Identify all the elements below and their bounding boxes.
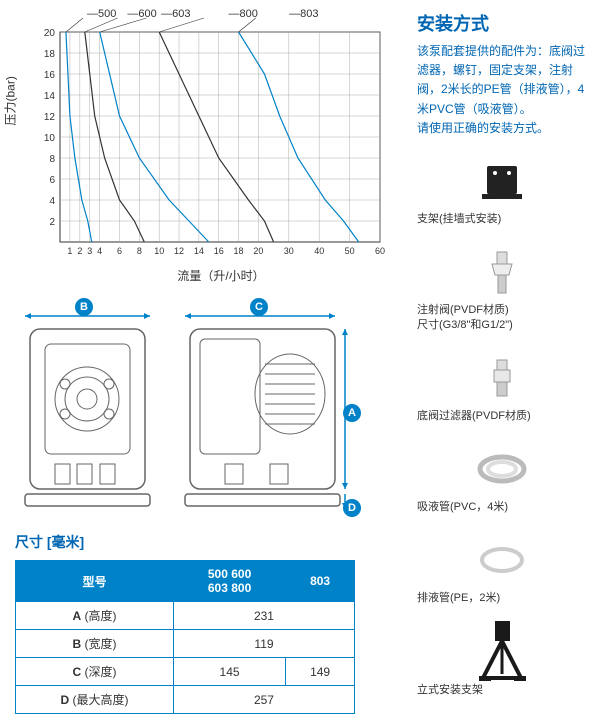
svg-text:50: 50	[345, 246, 355, 256]
dimension-table-title: 尺寸 [毫米]	[15, 532, 397, 552]
chart-svg: 2468101214161820123468101214161820304050…	[15, 10, 385, 260]
table-row-label: B (宽度)	[16, 630, 174, 658]
table-header: 500 600603 800	[173, 561, 285, 602]
discharge-tube-icon	[472, 532, 532, 587]
svg-text:3: 3	[87, 246, 92, 256]
svg-text:18: 18	[234, 246, 244, 256]
accessory-item: 底阀过滤器(PVDF材质)	[417, 350, 587, 423]
front-view-svg	[15, 304, 160, 514]
dimension-images: B	[15, 304, 397, 517]
stand-icon	[472, 624, 532, 679]
dim-label-a: A	[343, 404, 361, 422]
dim-label-c: C	[250, 298, 268, 316]
left-column: —500—600—603—800—803 2468101214161820123…	[15, 10, 397, 715]
table-row-label: D (最大高度)	[16, 686, 174, 714]
svg-text:10: 10	[44, 133, 56, 144]
svg-text:18: 18	[44, 49, 56, 60]
dimension-table: 型号500 600603 800803 A (高度)231B (宽度)119C (…	[15, 560, 355, 714]
svg-text:60: 60	[375, 246, 385, 256]
svg-text:20: 20	[253, 246, 263, 256]
table-cell: 257	[173, 686, 354, 714]
suction-tube-icon	[472, 441, 532, 496]
chart-series-labels: —500 —600 —603 —800 —803	[60, 8, 397, 28]
dim-label-d: D	[343, 499, 361, 517]
table-header: 803	[286, 561, 355, 602]
table-row-label: C (深度)	[16, 658, 174, 686]
y-axis-label: 压力(bar)	[2, 76, 19, 125]
svg-text:20: 20	[44, 28, 56, 39]
injection-valve-icon	[472, 244, 532, 299]
table-cell: 119	[173, 630, 354, 658]
svg-text:8: 8	[49, 154, 55, 165]
accessory-label: 底阀过滤器(PVDF材质)	[417, 409, 587, 423]
svg-text:6: 6	[49, 175, 55, 186]
table-header: 型号	[16, 561, 174, 602]
accessories-list: 支架(挂墙式安装) 注射阀(PVDF材质)尺寸(G3/8"和G1/2") 底阀过滤器…	[417, 153, 587, 697]
svg-text:12: 12	[44, 112, 56, 123]
svg-text:16: 16	[214, 246, 224, 256]
accessory-label: 吸液管(PVC，4米)	[417, 500, 587, 514]
dim-label-b: B	[75, 298, 93, 316]
series-label: —803	[289, 8, 318, 20]
svg-text:10: 10	[154, 246, 164, 256]
svg-text:4: 4	[97, 246, 102, 256]
table-cell: 145	[173, 658, 285, 686]
svg-text:14: 14	[44, 91, 56, 102]
pressure-flow-chart: —500—600—603—800—803 2468101214161820123…	[15, 10, 397, 284]
page-layout: —500—600—603—800—803 2468101214161820123…	[0, 0, 602, 725]
svg-text:12: 12	[174, 246, 184, 256]
svg-text:8: 8	[137, 246, 142, 256]
svg-text:6: 6	[117, 246, 122, 256]
dimension-front-view: B	[15, 304, 160, 517]
accessory-item: 立式安装支架	[417, 624, 587, 697]
series-label: —800	[229, 8, 258, 20]
svg-text:4: 4	[49, 196, 55, 207]
svg-text:2: 2	[77, 246, 82, 256]
svg-text:16: 16	[44, 70, 56, 81]
side-view-svg	[175, 304, 355, 514]
bracket-icon	[472, 153, 532, 208]
accessory-label: 支架(挂墙式安装)	[417, 212, 587, 226]
accessory-label: 立式安装支架	[417, 683, 587, 697]
svg-text:1: 1	[67, 246, 72, 256]
series-label: —500	[87, 8, 116, 20]
table-cell: 231	[173, 602, 354, 630]
svg-text:40: 40	[314, 246, 324, 256]
right-column: 安装方式 该泵配套提供的配件为：底阀过滤器，螺钉，固定支架，注射阀，2米长的PE…	[417, 10, 587, 715]
table-row-label: A (高度)	[16, 602, 174, 630]
table-cell: 149	[286, 658, 355, 686]
svg-text:14: 14	[194, 246, 204, 256]
accessory-item: 支架(挂墙式安装)	[417, 153, 587, 226]
svg-text:2: 2	[49, 217, 55, 228]
accessory-item: 注射阀(PVDF材质)尺寸(G3/8"和G1/2")	[417, 244, 587, 332]
foot-valve-icon	[472, 350, 532, 405]
accessory-item: 吸液管(PVC，4米)	[417, 441, 587, 514]
dimension-section: B	[15, 304, 397, 714]
dimension-side-view: C A D	[175, 304, 355, 517]
x-axis-label: 流量（升/小时）	[45, 267, 397, 284]
series-label: —603	[161, 8, 190, 20]
svg-text:30: 30	[284, 246, 294, 256]
series-label: —600	[127, 8, 156, 20]
accessory-label: 注射阀(PVDF材质)尺寸(G3/8"和G1/2")	[417, 303, 587, 332]
accessory-item: 排液管(PE，2米)	[417, 532, 587, 605]
installation-intro: 该泵配套提供的配件为：底阀过滤器，螺钉，固定支架，注射阀，2米长的PE管（排液管…	[417, 42, 587, 138]
accessory-label: 排液管(PE，2米)	[417, 591, 587, 605]
installation-title: 安装方式	[417, 10, 587, 36]
